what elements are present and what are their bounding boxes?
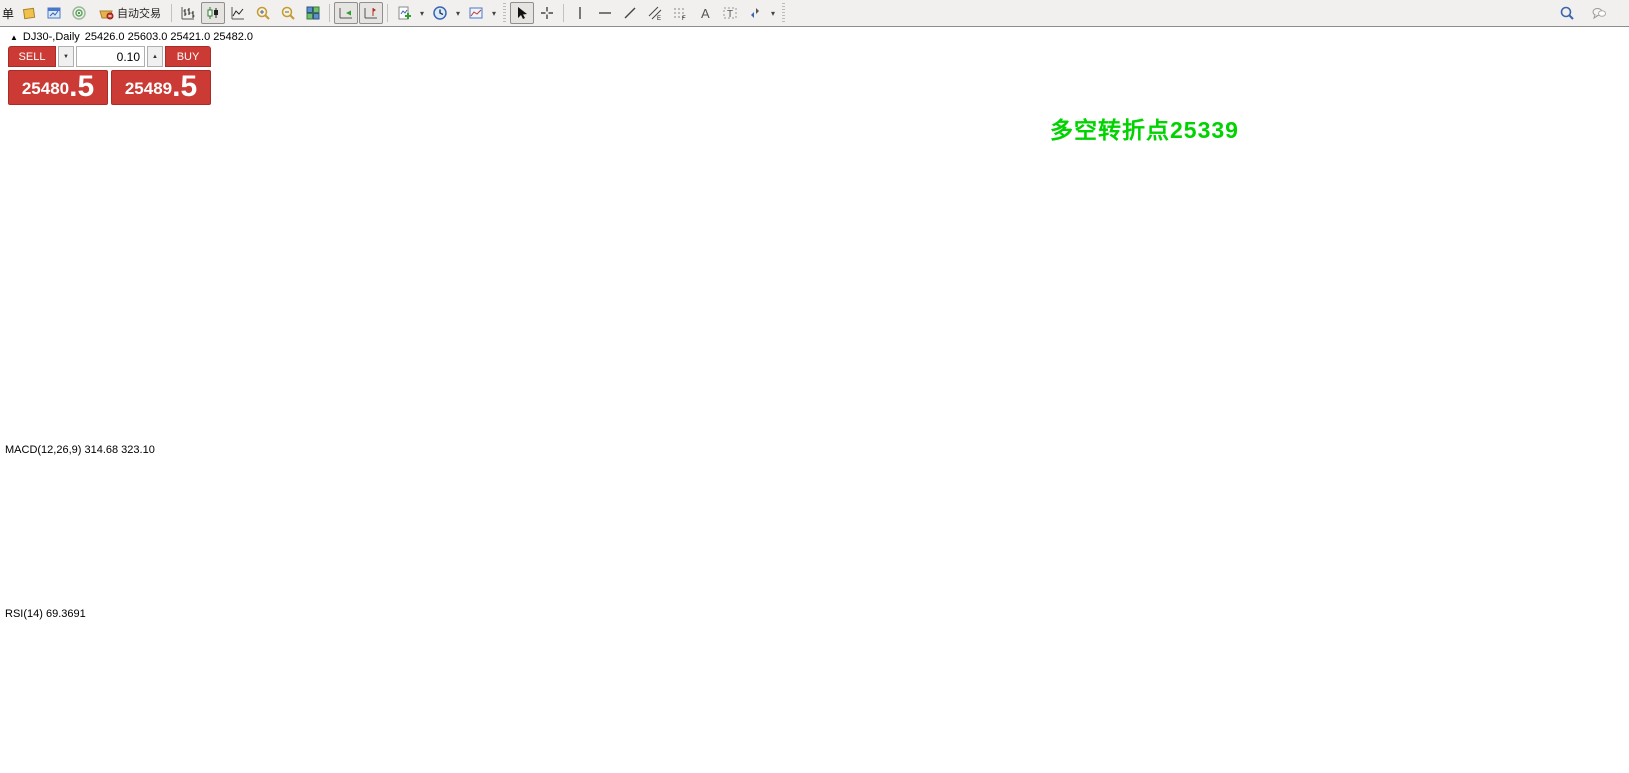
macd-indicator-label: MACD(12,26,9) 314.68 323.10 bbox=[5, 444, 155, 456]
symbol-period-label: DJ30-,Daily bbox=[22, 31, 80, 43]
buy-price-fraction: .5 bbox=[172, 70, 198, 103]
volume-increase-button[interactable]: ▲ bbox=[147, 46, 163, 67]
text-label-icon[interactable]: T bbox=[718, 2, 742, 24]
caret-down-icon: ▼ bbox=[63, 53, 69, 60]
line-chart-icon[interactable] bbox=[226, 2, 250, 24]
chart-title: ▲ DJ30-,Daily 25426.0 25603.0 25421.0 25… bbox=[10, 31, 253, 43]
chat-icon[interactable] bbox=[1587, 2, 1611, 24]
svg-text:E: E bbox=[657, 16, 661, 21]
caret-up-icon: ▲ bbox=[152, 53, 158, 60]
arrows-icon[interactable] bbox=[743, 2, 767, 24]
autotrading-button[interactable]: 自动交易 bbox=[92, 2, 167, 24]
auto-scroll-icon[interactable] bbox=[334, 2, 359, 24]
crosshair-icon[interactable] bbox=[535, 2, 559, 24]
toolbar-separator bbox=[171, 4, 173, 22]
svg-text:A: A bbox=[701, 6, 710, 21]
buy-price-display[interactable]: 25489 .5 bbox=[111, 70, 211, 105]
sell-button[interactable]: SELL bbox=[8, 46, 56, 67]
data-window-icon[interactable] bbox=[42, 2, 66, 24]
toolbar-separator bbox=[387, 4, 389, 22]
one-click-trading-panel: SELL ▼ ▲ BUY 25480 .5 25489 .5 bbox=[8, 46, 211, 105]
candlestick-chart-icon[interactable] bbox=[201, 2, 226, 24]
text-annotation[interactable]: 多空转折点25339 bbox=[1050, 117, 1239, 143]
tile-windows-icon[interactable] bbox=[301, 2, 325, 24]
toolbar-separator bbox=[563, 4, 565, 22]
indicators-icon[interactable] bbox=[392, 2, 416, 24]
horizontal-line-icon[interactable] bbox=[593, 2, 617, 24]
svg-text:F: F bbox=[682, 16, 686, 21]
buy-button[interactable]: BUY bbox=[165, 46, 211, 67]
vertical-line-icon[interactable] bbox=[568, 2, 592, 24]
cursor-icon[interactable] bbox=[510, 2, 535, 24]
search-icon[interactable] bbox=[1555, 2, 1579, 24]
sell-price-fraction: .5 bbox=[69, 70, 95, 103]
bar-chart-icon[interactable] bbox=[176, 2, 200, 24]
zoom-in-icon[interactable] bbox=[251, 2, 275, 24]
autotrading-icon bbox=[99, 10, 114, 20]
templates-dropdown-caret[interactable]: ▾ bbox=[492, 8, 497, 18]
new-order-button[interactable]: 单 bbox=[2, 6, 15, 21]
trendline-icon[interactable] bbox=[618, 2, 642, 24]
main-toolbar: 单 自动交易 ▾ ▾ ▾ E F A T ▾ bbox=[0, 0, 1629, 27]
fibonacci-icon[interactable]: F bbox=[668, 2, 692, 24]
layouts-icon[interactable] bbox=[17, 2, 41, 24]
toolbar-drag-handle[interactable] bbox=[781, 3, 787, 23]
signal-icon[interactable] bbox=[67, 2, 91, 24]
chart-shift-icon[interactable] bbox=[359, 2, 384, 24]
sell-price-main: 25480 bbox=[21, 79, 70, 98]
rsi-indicator-label: RSI(14) 69.3691 bbox=[5, 608, 86, 620]
ohlc-values: 25426.0 25603.0 25421.0 25482.0 bbox=[84, 31, 253, 43]
text-icon[interactable]: A bbox=[693, 2, 717, 24]
collapse-triangle-icon[interactable]: ▲ bbox=[10, 32, 18, 42]
autotrading-label: 自动交易 bbox=[117, 8, 162, 20]
buy-price-main: 25489 bbox=[124, 79, 173, 98]
equidistant-channel-icon[interactable]: E bbox=[643, 2, 667, 24]
toolbar-drag-handle[interactable] bbox=[502, 3, 508, 23]
arrows-dropdown-caret[interactable]: ▾ bbox=[771, 8, 776, 18]
sell-price-display[interactable]: 25480 .5 bbox=[8, 70, 108, 105]
zoom-out-icon[interactable] bbox=[276, 2, 300, 24]
toolbar-separator bbox=[329, 4, 331, 22]
svg-text:T: T bbox=[727, 9, 733, 20]
volume-input[interactable] bbox=[76, 46, 145, 67]
volume-decrease-button[interactable]: ▼ bbox=[58, 46, 74, 67]
periods-dropdown-caret[interactable]: ▾ bbox=[456, 8, 461, 18]
periods-icon[interactable] bbox=[428, 2, 452, 24]
templates-icon[interactable] bbox=[464, 2, 488, 24]
indicators-dropdown-caret[interactable]: ▾ bbox=[420, 8, 425, 18]
